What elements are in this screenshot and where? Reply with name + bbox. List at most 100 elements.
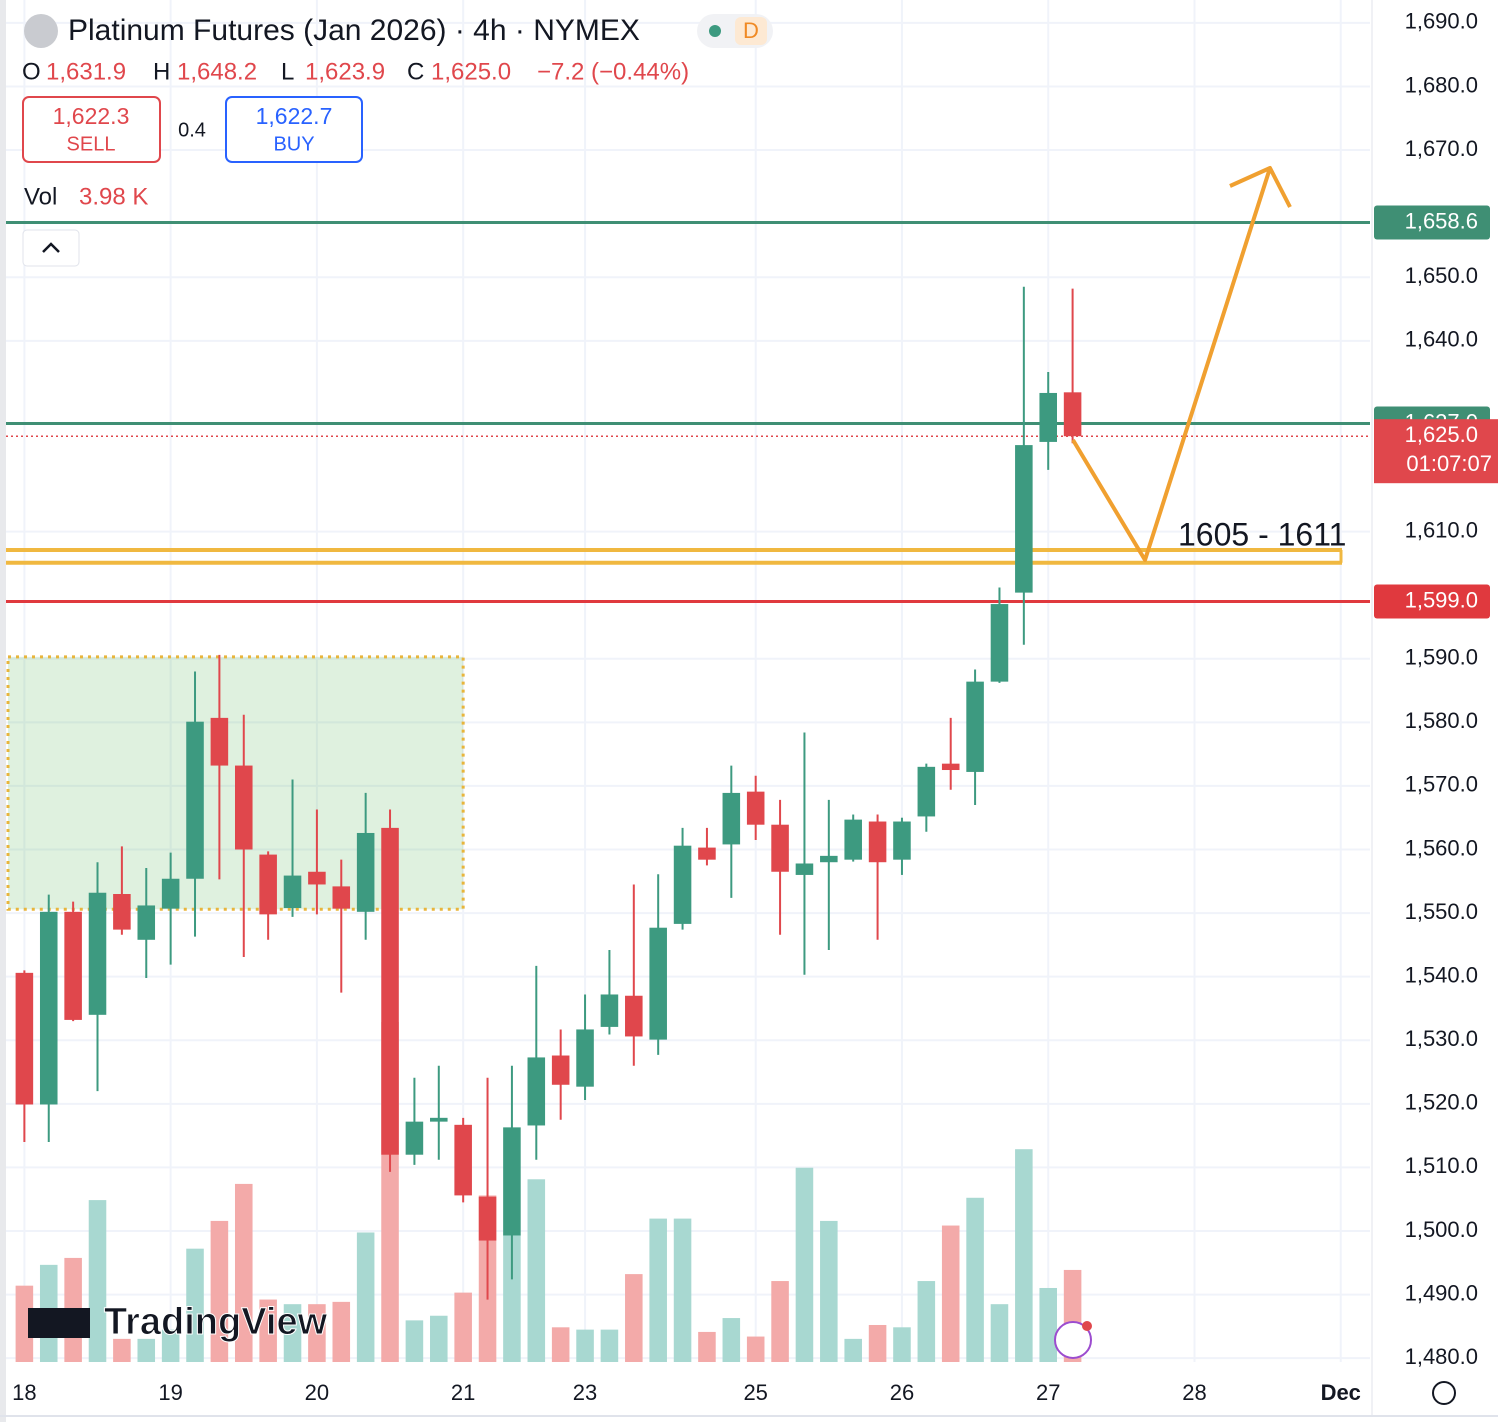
- x-tick-label: 27: [1036, 1380, 1060, 1405]
- volume-bar: [137, 1338, 156, 1362]
- buy-price: 1,622.7: [256, 103, 333, 129]
- badge-bg: [735, 17, 767, 45]
- candle-body: [405, 1121, 424, 1155]
- volume-bar: [771, 1281, 789, 1362]
- candle-body: [966, 681, 984, 772]
- candle-body: [234, 765, 253, 850]
- volume-bar: [820, 1220, 838, 1362]
- vol-label: Vol: [24, 183, 57, 210]
- volume-bar: [746, 1336, 765, 1362]
- volume-bar: [1039, 1287, 1057, 1362]
- volume-bar: [698, 1331, 716, 1362]
- collapse-button[interactable]: [22, 229, 80, 267]
- y-tick-label: 1,690.0: [1405, 9, 1478, 34]
- volume-bar: [186, 1248, 204, 1362]
- y-tick-label: 1,510.0: [1405, 1153, 1478, 1178]
- price-label: 1,658.6: [1405, 208, 1478, 233]
- candle-body: [990, 604, 1009, 682]
- y-tick-label: 1,650.0: [1405, 263, 1478, 288]
- y-tick-label: 1,490.0: [1405, 1280, 1478, 1305]
- volume-bar: [332, 1301, 351, 1362]
- volume-bar: [795, 1167, 814, 1362]
- y-tick-label: 1,680.0: [1405, 72, 1478, 97]
- ohlc-value: 1,631.9: [46, 58, 126, 85]
- volume-bar: [868, 1324, 887, 1362]
- candle-body: [88, 892, 107, 1015]
- settings-icon[interactable]: [1432, 1381, 1456, 1405]
- vol-value: 3.98 K: [79, 183, 148, 210]
- candle-body: [161, 878, 180, 909]
- candle-body: [39, 911, 58, 1105]
- volume-bar: [576, 1329, 594, 1362]
- volume-bar: [990, 1304, 1009, 1362]
- y-tick-label: 1,540.0: [1405, 962, 1478, 987]
- sell-button[interactable]: [22, 96, 161, 163]
- price-label-bg: [1374, 584, 1490, 619]
- volume-bar: [356, 1232, 375, 1362]
- volume-bar: [234, 1183, 253, 1362]
- status-dot: [709, 25, 721, 37]
- arrow-head: [1229, 166, 1292, 208]
- tv-logo-mark: [28, 1308, 90, 1338]
- x-tick-label: 25: [743, 1380, 767, 1405]
- candle-body: [332, 886, 351, 909]
- candle-body: [868, 821, 887, 863]
- ohlc: O 1,631.9 H 1,648.2 L 1,623.9 C 1,625.0: [22, 58, 511, 85]
- candle-body: [15, 972, 34, 1105]
- volume-bar: [625, 1274, 643, 1362]
- change: −7.2 (−0.44%): [537, 58, 689, 85]
- volume-bar: [161, 1329, 180, 1362]
- candle-body: [1015, 445, 1033, 593]
- buy-button[interactable]: [225, 96, 363, 163]
- price-label: 1,599.0: [1405, 587, 1478, 612]
- volume-bar: [844, 1338, 862, 1362]
- volume-bar: [405, 1320, 424, 1362]
- volume-bar: [259, 1299, 277, 1362]
- volume-bar: [966, 1197, 984, 1362]
- candle-body: [1063, 392, 1082, 437]
- candle-body: [893, 821, 911, 860]
- volume-bar: [649, 1218, 667, 1362]
- x-tick-label: 28: [1182, 1380, 1206, 1405]
- y-tick-label: 1,500.0: [1405, 1217, 1478, 1242]
- volume-bar: [893, 1327, 911, 1362]
- candle-body: [746, 791, 765, 825]
- candle-body: [283, 875, 302, 908]
- last-price-bg: [1374, 419, 1498, 484]
- candle-body: [673, 845, 692, 924]
- candle-body: [503, 1127, 521, 1236]
- title: Platinum Futures (Jan 2026) · 4h · NYMEX: [68, 14, 640, 47]
- sell-label: SELL: [67, 133, 116, 155]
- ohlc-key: H: [153, 58, 170, 85]
- y-tick-label: 1,670.0: [1405, 136, 1478, 161]
- candle-body: [722, 792, 741, 845]
- candle-body: [113, 894, 131, 930]
- lightning-icon[interactable]: [1054, 1321, 1092, 1359]
- candle-body: [381, 827, 399, 1155]
- candle-body: [64, 911, 82, 1020]
- candles: [15, 286, 1082, 1300]
- buy-label: BUY: [273, 133, 314, 155]
- ohlc-value: 1,623.9: [305, 58, 385, 85]
- candle-body: [600, 994, 619, 1027]
- volume-bar: [210, 1220, 229, 1362]
- volume-bar: [722, 1318, 741, 1362]
- candle-body: [698, 847, 716, 860]
- x-tick-label: 21: [451, 1380, 475, 1405]
- ohlc-key: L: [281, 58, 294, 85]
- x-tick-label: Dec: [1321, 1380, 1361, 1405]
- candle-body: [795, 863, 814, 875]
- candle-body: [527, 1057, 546, 1126]
- volume-bar: [941, 1225, 960, 1362]
- projection-arrow: [1071, 167, 1272, 562]
- candle-body: [356, 832, 375, 912]
- candle-body: [649, 927, 667, 1040]
- candle-body: [137, 905, 156, 940]
- price-label-bg: [1374, 205, 1490, 240]
- candle-body: [259, 854, 277, 915]
- volume-bar: [917, 1281, 936, 1362]
- candle-body: [478, 1196, 497, 1241]
- candle-body: [551, 1055, 570, 1085]
- x-tick-label: 26: [890, 1380, 914, 1405]
- y-tick-label: 1,640.0: [1405, 327, 1478, 352]
